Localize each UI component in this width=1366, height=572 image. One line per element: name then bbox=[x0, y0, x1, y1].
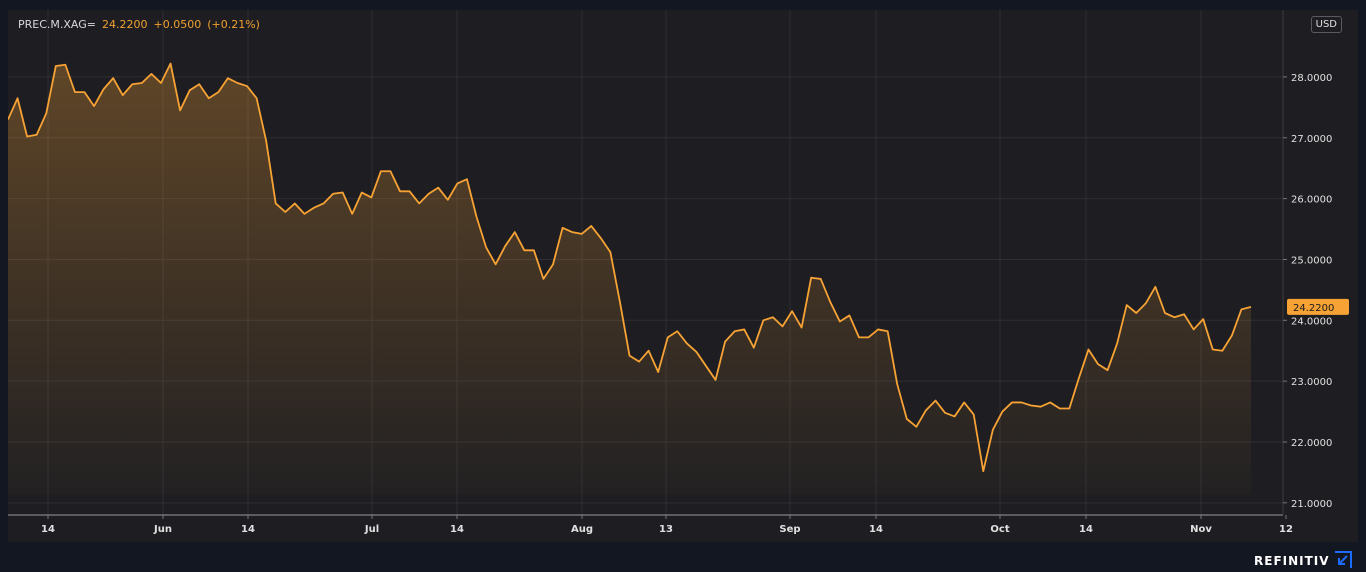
x-tick-label: 14 bbox=[869, 524, 883, 535]
y-axis-ticks: 21.0000 22.0000 23.0000 24.0000 25.0000 26.00… bbox=[1283, 73, 1332, 510]
x-tick-label: 14 bbox=[241, 524, 255, 535]
y-tick-label: 22.0000 bbox=[1291, 438, 1332, 449]
instrument-legend: PREC.M.XAG= 24.2200 +0.0500 (+0.21%) bbox=[18, 18, 260, 31]
x-tick-label: Oct bbox=[990, 524, 1009, 535]
x-tick-label: 13 bbox=[659, 524, 673, 535]
y-tick-label: 26.0000 bbox=[1291, 195, 1332, 206]
area-shape bbox=[8, 63, 1251, 495]
price-change: +0.0500 bbox=[153, 18, 202, 31]
chart-panel[interactable]: 21.0000 22.0000 23.0000 24.0000 25.0000 26.00… bbox=[8, 10, 1358, 542]
x-tick-label: 14 bbox=[450, 524, 464, 535]
x-axis-ticks: 14 Jun 14 Jul 14 Aug 13 Sep 14 Oct 14 Nov 12 bbox=[41, 515, 1293, 535]
price-chart[interactable]: 21.0000 22.0000 23.0000 24.0000 25.0000 26.00… bbox=[8, 10, 1358, 542]
y-tick-label: 27.0000 bbox=[1291, 134, 1332, 145]
refinitiv-logo-icon bbox=[1335, 551, 1352, 568]
price-change-percent: (+0.21%) bbox=[207, 18, 260, 31]
x-tick-label: Nov bbox=[1190, 524, 1212, 535]
last-price-tag: 24.2200 bbox=[1287, 298, 1349, 315]
x-tick-label: Sep bbox=[779, 524, 800, 535]
axes bbox=[8, 10, 1284, 516]
x-tick-label: Aug bbox=[571, 524, 593, 535]
y-tick-label: 24.0000 bbox=[1291, 316, 1332, 327]
x-tick-label: Jul bbox=[364, 524, 379, 535]
instrument-symbol: PREC.M.XAG= bbox=[18, 18, 96, 31]
x-tick-label: 14 bbox=[1079, 524, 1093, 535]
currency-badge[interactable]: USD bbox=[1310, 16, 1342, 33]
x-tick-label: 12 bbox=[1279, 524, 1293, 535]
price-line-layer bbox=[8, 62, 1252, 473]
last-price-tag-bg bbox=[1287, 298, 1349, 315]
y-tick-label: 25.0000 bbox=[1291, 255, 1332, 266]
last-price: 24.2200 bbox=[102, 18, 148, 31]
area-fill bbox=[8, 63, 1251, 495]
y-tick-label: 21.0000 bbox=[1291, 499, 1332, 510]
brand-logo-text: REFINITIV bbox=[1254, 554, 1330, 568]
last-price-tag-label: 24.2200 bbox=[1293, 303, 1334, 314]
price-line bbox=[8, 62, 1252, 473]
x-tick-label: 14 bbox=[41, 524, 55, 535]
y-tick-label: 28.0000 bbox=[1291, 73, 1332, 84]
x-tick-label: Jun bbox=[153, 524, 172, 535]
y-tick-label: 23.0000 bbox=[1291, 377, 1332, 388]
